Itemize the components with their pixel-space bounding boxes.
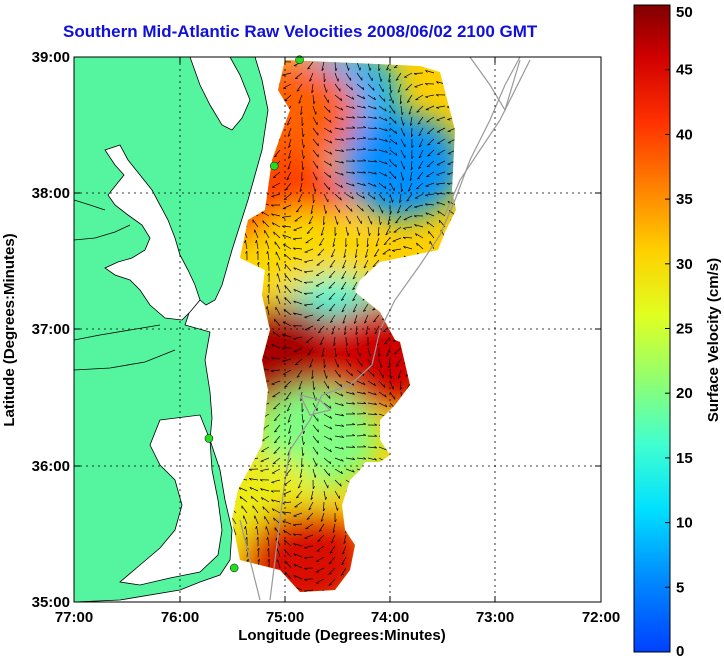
colorbar-tick-label: 20 bbox=[676, 385, 693, 402]
y-axis-label: Latitude (Degrees:Minutes) bbox=[1, 233, 18, 426]
colorbar-tick-label: 50 bbox=[676, 4, 693, 21]
y-tick-label: 39:00 bbox=[32, 49, 70, 66]
axis-ticks bbox=[74, 57, 601, 602]
colorbar-tick-label: 40 bbox=[676, 126, 693, 143]
x-tick-label: 73:00 bbox=[476, 609, 514, 626]
colorbar-tick-label: 15 bbox=[676, 450, 693, 467]
colorbar-tick-label: 10 bbox=[676, 515, 693, 532]
colorbar-tick-label: 30 bbox=[676, 256, 693, 273]
y-tick-labels: 39:00 38:00 37:00 36:00 35:00 bbox=[32, 49, 70, 611]
grid-lines bbox=[74, 57, 601, 602]
bathymetry-contours bbox=[239, 56, 531, 601]
x-tick-label: 72:00 bbox=[582, 609, 620, 626]
colorbar-label: Surface Velocity (cm/s) bbox=[705, 258, 722, 422]
velocity-region bbox=[338, 114, 456, 218]
colorbar-ticks: 0 5 10 15 20 25 30 35 40 45 50 bbox=[665, 4, 693, 659]
x-axis-label: Longitude (Degrees:Minutes) bbox=[238, 627, 446, 644]
colorbar-tick-label: 5 bbox=[676, 579, 684, 596]
chart-title: Southern Mid-Atlantic Raw Velocities 200… bbox=[63, 22, 538, 41]
station-marker bbox=[270, 161, 279, 171]
station-marker bbox=[204, 434, 214, 443]
x-tick-label: 74:00 bbox=[371, 609, 409, 626]
colorbar-tick-label: 45 bbox=[676, 62, 693, 79]
x-tick-labels: 77:00 76:00 75:00 74:00 73:00 72:00 bbox=[55, 609, 620, 626]
x-tick-label: 77:00 bbox=[55, 609, 93, 626]
y-tick-label: 35:00 bbox=[32, 594, 70, 611]
y-tick-label: 37:00 bbox=[32, 321, 70, 338]
station-markers bbox=[204, 55, 304, 573]
colorbar-tick-label: 35 bbox=[676, 191, 693, 208]
station-marker bbox=[295, 55, 304, 64]
y-tick-label: 36:00 bbox=[32, 458, 70, 475]
station-marker bbox=[229, 563, 239, 573]
colorbar bbox=[633, 4, 671, 653]
x-tick-label: 76:00 bbox=[161, 609, 199, 626]
colorbar-tick-label: 25 bbox=[676, 321, 693, 338]
colorbar-tick-label: 0 bbox=[676, 643, 684, 659]
y-tick-label: 38:00 bbox=[32, 185, 70, 202]
x-tick-label: 75:00 bbox=[266, 609, 304, 626]
